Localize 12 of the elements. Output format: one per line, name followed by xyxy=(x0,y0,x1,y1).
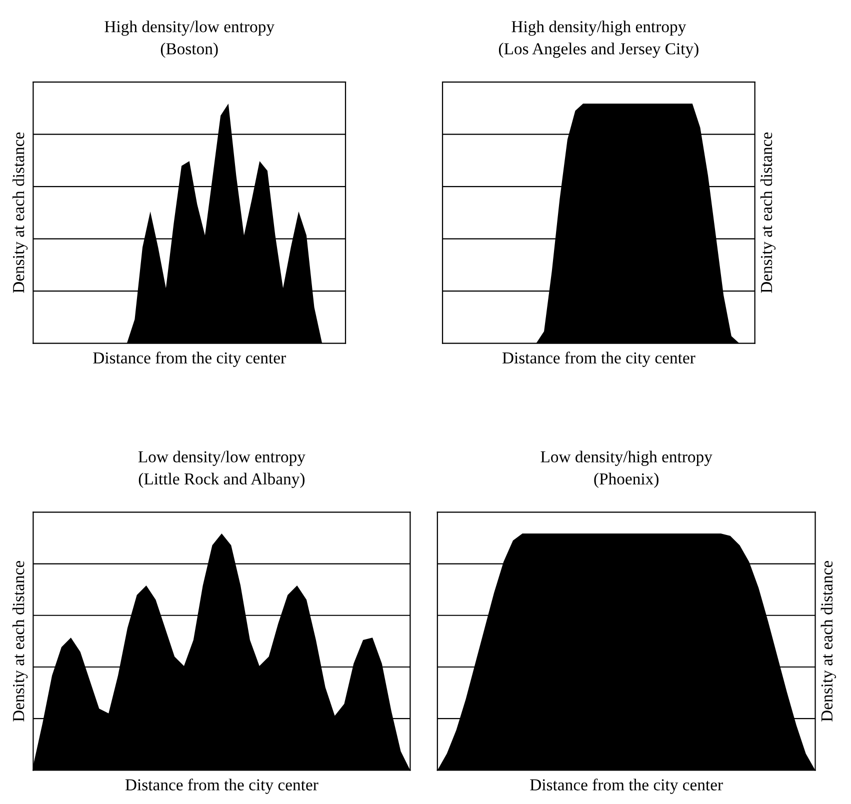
x-axis-title: Distance from the city center xyxy=(530,778,723,794)
chart-title: High density/low entropy (Boston) xyxy=(104,20,274,58)
x-axis-title: Distance from the city center xyxy=(93,352,286,367)
y-axis-title: Density at each distance xyxy=(820,561,836,722)
x-axis-title: Distance from the city center xyxy=(125,778,318,794)
chart-title: Low density/high entropy (Phoenix) xyxy=(540,450,712,488)
chart-title: Low density/low entropy (Little Rock and Albany) xyxy=(138,450,306,488)
x-axis-title: Distance from the city center xyxy=(502,352,696,367)
chart-title: High density/high entropy (Los Angeles and Jersey City) xyxy=(498,20,698,58)
y-axis-title: Density at each distance xyxy=(12,561,28,722)
y-axis-title: Density at each distance xyxy=(760,132,776,293)
y-axis-title: Density at each distance xyxy=(12,132,28,293)
